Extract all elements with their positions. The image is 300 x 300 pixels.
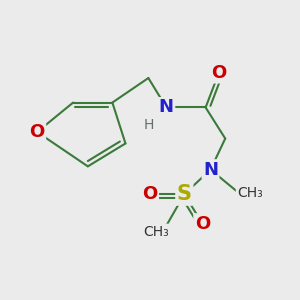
Text: CH₃: CH₃ bbox=[144, 225, 169, 239]
Text: O: O bbox=[29, 123, 45, 141]
Text: N: N bbox=[159, 98, 174, 116]
Text: O: O bbox=[142, 185, 158, 203]
Text: H: H bbox=[143, 118, 154, 133]
Text: O: O bbox=[195, 214, 210, 232]
Text: CH₃: CH₃ bbox=[237, 185, 263, 200]
Text: N: N bbox=[203, 160, 218, 178]
Text: S: S bbox=[177, 184, 192, 204]
Text: O: O bbox=[211, 64, 226, 82]
